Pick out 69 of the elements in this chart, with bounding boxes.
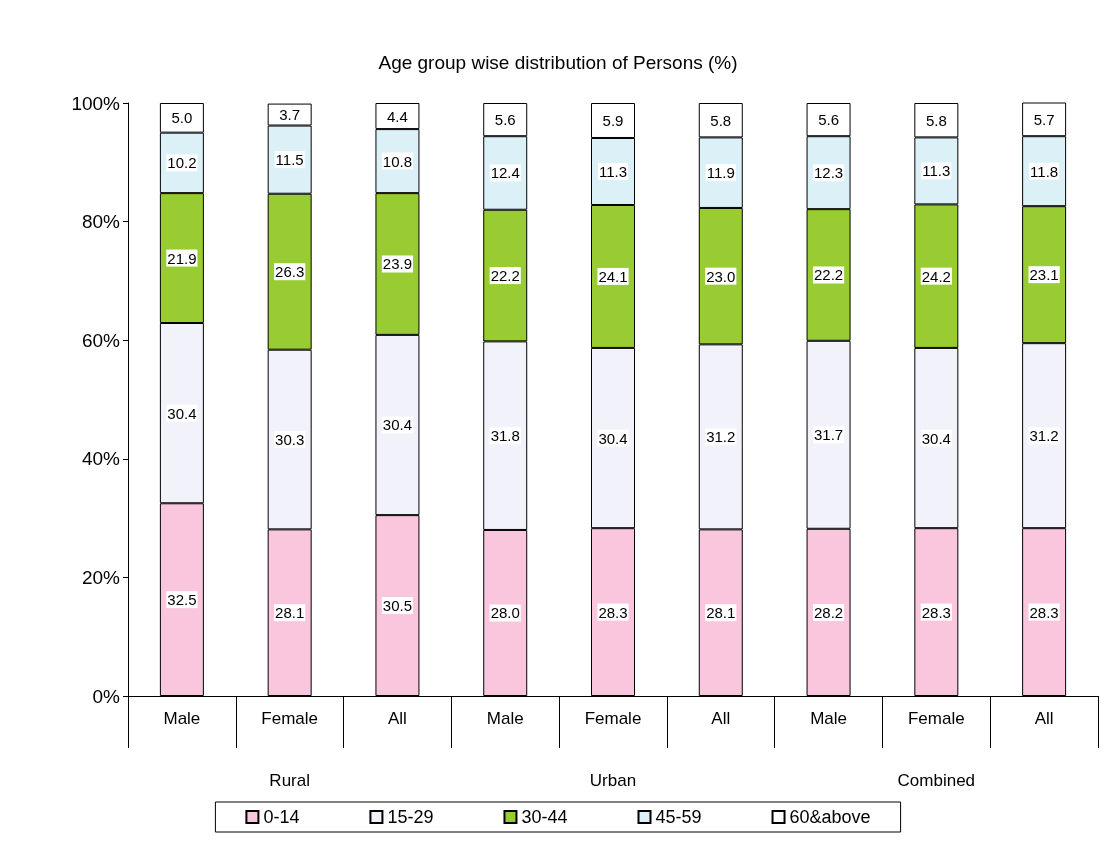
data-label: 11.9 xyxy=(706,164,735,182)
data-label: 28.2 xyxy=(813,603,844,621)
y-tick-label: 60% xyxy=(81,329,121,351)
data-label: 28.3 xyxy=(921,603,951,621)
data-label: 5.8 xyxy=(925,111,947,129)
data-label: 28.1 xyxy=(275,604,305,622)
legend-label: 30-44 xyxy=(521,807,568,827)
y-tick-label: 80% xyxy=(81,211,121,233)
data-label: 21.9 xyxy=(167,249,197,267)
data-label: 32.5 xyxy=(167,591,197,609)
data-label: 31.8 xyxy=(490,427,520,445)
text: Urban xyxy=(589,771,637,790)
x-tick-label: Female xyxy=(261,709,319,728)
data-label: 5.9 xyxy=(602,111,624,129)
x-tick-label: All xyxy=(1034,709,1054,728)
x-tick-label: All xyxy=(711,709,731,728)
data-label: 12.3 xyxy=(813,164,844,182)
y-tick-label: 100% xyxy=(71,92,121,114)
data-label: 31.7 xyxy=(813,426,844,444)
data-label: 23.0 xyxy=(706,267,736,285)
legend-label: 0-14 xyxy=(263,807,300,827)
legend-label: 60&above xyxy=(789,807,871,827)
data-label: 11.3 xyxy=(598,162,628,180)
data-label: 23.1 xyxy=(1029,266,1059,284)
data-label: 22.2 xyxy=(813,266,844,284)
data-label: 28.3 xyxy=(598,603,628,621)
data-label: 28.1 xyxy=(706,604,736,622)
data-label: 30.4 xyxy=(167,404,197,422)
data-label: 3.7 xyxy=(279,106,301,124)
data-label: 30.4 xyxy=(382,416,413,434)
data-label: 11.5 xyxy=(275,151,304,169)
data-label: 10.2 xyxy=(167,154,197,172)
x-tick-label: Male xyxy=(486,709,524,728)
data-label: 24.2 xyxy=(921,267,951,285)
data-label: 11.3 xyxy=(922,162,951,180)
data-label: 4.4 xyxy=(387,107,408,125)
data-label: 5.6 xyxy=(818,111,839,129)
data-label: 5.7 xyxy=(1033,110,1055,128)
data-label: 28.0 xyxy=(490,604,520,622)
data-label: 12.4 xyxy=(490,164,520,182)
x-tick-label: Male xyxy=(163,709,201,728)
data-label: 5.0 xyxy=(171,109,193,127)
text: Rural xyxy=(269,771,310,790)
data-label: 5.6 xyxy=(494,111,516,129)
y-tick-label: 40% xyxy=(81,448,121,470)
x-tick-label: All xyxy=(387,709,407,728)
x-tick-label: Female xyxy=(584,709,642,728)
legend-label: 15-29 xyxy=(387,807,434,827)
data-label: 28.3 xyxy=(1029,603,1059,621)
data-label: 22.2 xyxy=(490,267,520,285)
data-label: 30.4 xyxy=(921,429,951,447)
chart-title: Age group wise distribution of Persons (%) xyxy=(378,52,738,73)
text: Combined xyxy=(897,771,976,790)
data-label: 24.1 xyxy=(598,267,628,285)
x-tick-label: Male xyxy=(810,709,847,728)
y-tick-label: 20% xyxy=(81,566,121,588)
data-label: 31.2 xyxy=(1029,427,1059,445)
y-tick-label: 0% xyxy=(92,685,121,707)
data-label: 5.8 xyxy=(710,111,732,129)
data-label: 31.2 xyxy=(706,428,736,446)
data-label: 11.8 xyxy=(1030,162,1059,180)
data-label: 23.9 xyxy=(382,255,413,273)
legend-label: 45-59 xyxy=(655,807,702,827)
data-label: 30.5 xyxy=(382,597,413,615)
data-label: 30.4 xyxy=(598,429,628,447)
data-label: 30.3 xyxy=(275,431,305,449)
data-label: 10.8 xyxy=(382,152,413,170)
data-label: 26.3 xyxy=(275,263,305,281)
x-tick-label: Female xyxy=(907,709,965,728)
